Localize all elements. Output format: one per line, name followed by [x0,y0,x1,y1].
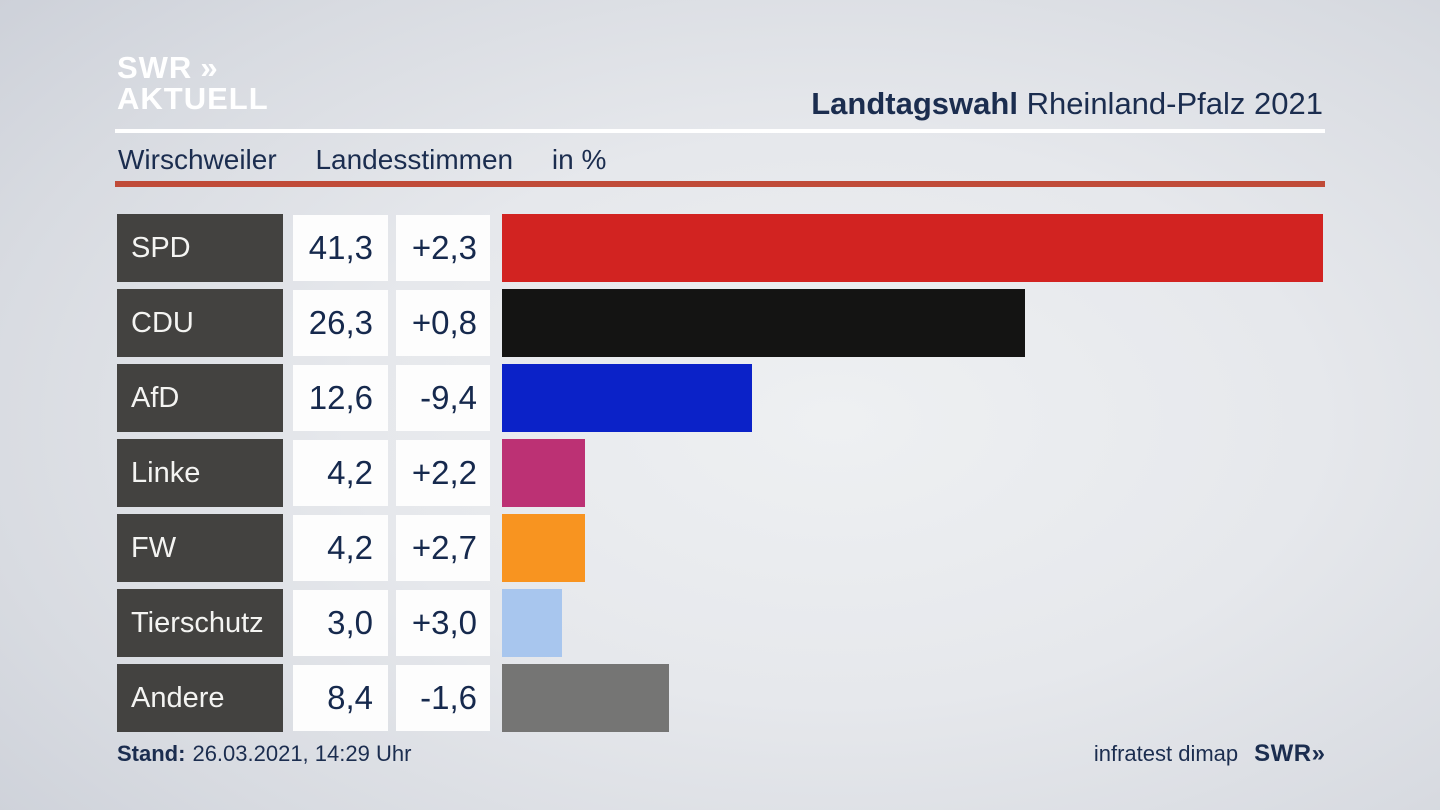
table-row: CDU 26,3 +0,8 [117,289,1327,357]
page-title: Landtagswahl Rheinland-Pfalz 2021 [811,86,1323,122]
logo-line1: SWR» [117,50,218,85]
bar-chart: SPD 41,3 +2,3 CDU 26,3 +0,8 AfD 12,6 -9,… [117,214,1327,739]
subtitle-unit: in % [551,144,607,175]
value-cell: 3,0 [293,590,388,656]
value-cell: 4,2 [293,515,388,581]
party-label: SPD [117,214,283,282]
value-cell: 8,4 [293,665,388,731]
title-divider [115,129,1325,133]
value-cell: 12,6 [293,365,388,431]
party-label: AfD [117,364,283,432]
title-bold: Landtagswahl [811,86,1018,121]
table-row: Tierschutz 3,0 +3,0 [117,589,1327,657]
source-attribution: infratest dimap SWR» [1093,740,1325,768]
table-row: SPD 41,3 +2,3 [117,214,1327,282]
table-row: FW 4,2 +2,7 [117,514,1327,582]
change-cell: -9,4 [396,365,490,431]
change-cell: +0,8 [396,290,490,356]
bar [502,439,585,507]
change-cell: -1,6 [396,665,490,731]
bar [502,589,562,657]
value-cell: 26,3 [293,290,388,356]
change-cell: +2,2 [396,440,490,506]
brand-chevrons-icon: » [1311,740,1325,767]
table-row: Linke 4,2 +2,2 [117,439,1327,507]
party-label: Tierschutz [117,589,283,657]
subtitle-vote-type: Landesstimmen [315,144,514,175]
table-row: AfD 12,6 -9,4 [117,364,1327,432]
party-label: Andere [117,664,283,732]
logo-line2: AKTUELL [117,81,269,116]
table-row: Andere 8,4 -1,6 [117,664,1327,732]
value-cell: 41,3 [293,215,388,281]
bar [502,664,669,732]
bar [502,289,1025,357]
party-label: Linke [117,439,283,507]
swr-brand-logo: SWR» [1254,740,1325,767]
subtitle-region: Wirschweiler [118,144,277,175]
change-cell: +2,7 [396,515,490,581]
bar [502,214,1323,282]
stand-timestamp: Stand: 26.03.2021, 14:29 Uhr [117,741,411,767]
bar [502,514,585,582]
subtitle-divider [115,181,1325,187]
stand-label: Stand: [117,741,186,766]
bar [502,364,752,432]
change-cell: +2,3 [396,215,490,281]
chart-subtitle: Wirschweiler Landesstimmen in % [118,144,606,176]
stand-value: 26.03.2021, 14:29 Uhr [192,741,412,766]
change-cell: +3,0 [396,590,490,656]
swr-aktuell-logo: SWR» AKTUELL [117,52,269,114]
logo-chevrons-icon: » [200,50,217,85]
party-label: FW [117,514,283,582]
party-label: CDU [117,289,283,357]
value-cell: 4,2 [293,440,388,506]
title-rest: Rheinland-Pfalz 2021 [1026,86,1323,121]
source-label: infratest dimap [1093,741,1239,766]
